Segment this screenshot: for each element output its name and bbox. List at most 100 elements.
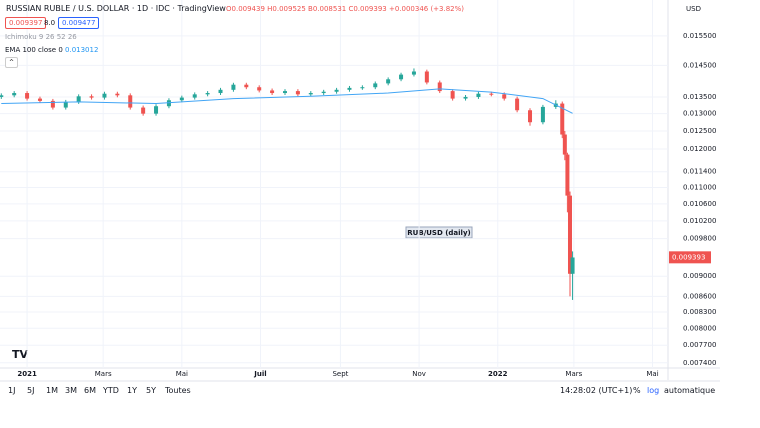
y-tick-label: 0.009000 — [683, 272, 716, 280]
x-tick-label: Juil — [253, 370, 266, 378]
title: RUSSIAN RUBLE / U.S. DOLLAR · 1D · IDC ·… — [6, 4, 226, 13]
ema-value: 0.013012 — [65, 46, 99, 54]
candle-body — [476, 93, 481, 97]
clock: 14:28:02 (UTC+1) — [560, 386, 633, 395]
candle-body — [282, 91, 287, 94]
range-button[interactable]: Toutes — [165, 386, 191, 395]
y-tick-label: 0.008600 — [683, 292, 716, 300]
candle-body — [528, 110, 533, 123]
candle-body — [437, 82, 442, 92]
range-button[interactable]: 5Y — [146, 386, 156, 395]
candle-body — [308, 93, 313, 95]
candle-body — [570, 257, 575, 274]
price-tag — [669, 251, 711, 264]
candle-body — [128, 95, 133, 108]
range-button[interactable]: 6M — [84, 386, 96, 395]
x-tick-label: 2022 — [488, 370, 508, 378]
candle-body — [562, 134, 567, 155]
candle-body — [295, 91, 300, 95]
candle-body — [321, 91, 326, 94]
candle-body — [179, 97, 184, 101]
candle-body — [373, 83, 378, 88]
candle-body — [347, 87, 352, 90]
candle-body — [450, 91, 455, 99]
candle-body — [244, 84, 249, 88]
candle-body — [540, 106, 545, 123]
candle-body — [231, 84, 236, 90]
candle-body — [154, 106, 159, 114]
range-button[interactable]: 1M — [46, 386, 58, 395]
candle-body — [12, 93, 17, 96]
x-tick-label: Mai — [646, 370, 658, 378]
ema-label: EMA 100 close 0 — [5, 46, 63, 54]
collapse-button[interactable]: ^ — [5, 57, 19, 68]
annotation: RUB/USD (daily) — [407, 229, 470, 237]
candle-body — [166, 100, 171, 107]
y-tick-label: 0.007400 — [683, 359, 716, 367]
price-tag-label: 0.009393 — [672, 253, 705, 261]
candle-body — [567, 195, 572, 274]
y-tick-label: 0.014500 — [683, 61, 716, 69]
candle-body — [25, 93, 30, 99]
x-tick-label: Nov — [412, 370, 426, 378]
candle-body — [218, 89, 223, 94]
candle-body — [334, 89, 339, 92]
sell-button[interactable]: 0.009397 — [5, 17, 47, 29]
y-tick-label: 0.011400 — [683, 168, 716, 176]
y-tick-label: 0.012500 — [683, 127, 716, 135]
x-tick-label: Sept — [332, 370, 348, 378]
candle-body — [205, 93, 210, 95]
range-button[interactable]: 3M — [65, 386, 77, 395]
candle-body — [560, 103, 565, 135]
candle-body — [37, 98, 42, 101]
y-tick-label: 0.009800 — [683, 235, 716, 243]
ohlc: O0.009439 H0.009525 B0.008531 C0.009393 … — [226, 5, 465, 13]
y-tick-label: 0.015500 — [683, 32, 716, 40]
buy-button[interactable]: 0.009477 — [58, 17, 100, 29]
candle-body — [502, 94, 507, 99]
y-tick-label: 0.008000 — [683, 324, 716, 332]
candle-body — [424, 71, 429, 83]
candle-body — [489, 93, 494, 95]
percent-toggle[interactable]: % — [633, 386, 641, 395]
x-tick-label: 2021 — [17, 370, 37, 378]
candle-body — [192, 94, 197, 98]
candle-body — [50, 100, 55, 108]
x-tick-label: Mars — [565, 370, 582, 378]
y-tick-label: 0.013000 — [683, 110, 716, 118]
candle-body — [411, 71, 416, 75]
candle-body — [270, 90, 275, 94]
ema-line — [1, 88, 573, 114]
candle-body — [515, 98, 520, 111]
candle-body — [76, 96, 81, 102]
candle-body — [0, 95, 4, 97]
log-toggle[interactable]: log — [647, 386, 660, 395]
y-tick-label: 0.010200 — [683, 217, 716, 225]
ichimoku-legend[interactable]: Ichimoku 9 26 52 26 — [5, 33, 77, 41]
annotation-box — [405, 226, 473, 239]
currency[interactable]: USD — [686, 5, 701, 13]
ema-legend[interactable]: EMA 100 close 0 0.013012 — [5, 46, 98, 54]
tv-logo: TV — [12, 348, 29, 361]
range-button[interactable]: 1J — [8, 386, 16, 395]
candle-body — [257, 87, 262, 91]
spread: 8.0 — [44, 19, 56, 27]
auto-toggle[interactable]: automatique — [664, 386, 716, 395]
range-button[interactable]: 5J — [27, 386, 35, 395]
y-tick-label: 0.008300 — [683, 308, 716, 316]
candle-body — [115, 93, 120, 96]
y-tick-label: 0.013500 — [683, 93, 716, 101]
y-tick-label: 0.010600 — [683, 200, 716, 208]
candle-body — [463, 96, 468, 99]
range-button[interactable]: YTD — [103, 386, 119, 395]
candle-body — [89, 96, 94, 98]
candle-body — [360, 87, 365, 89]
candle-body — [565, 154, 570, 196]
candle-body — [386, 79, 391, 84]
x-tick-label: Mai — [176, 370, 188, 378]
y-tick-label: 0.007700 — [683, 341, 716, 349]
y-tick-label: 0.012000 — [683, 145, 716, 153]
range-button[interactable]: 1Y — [127, 386, 137, 395]
